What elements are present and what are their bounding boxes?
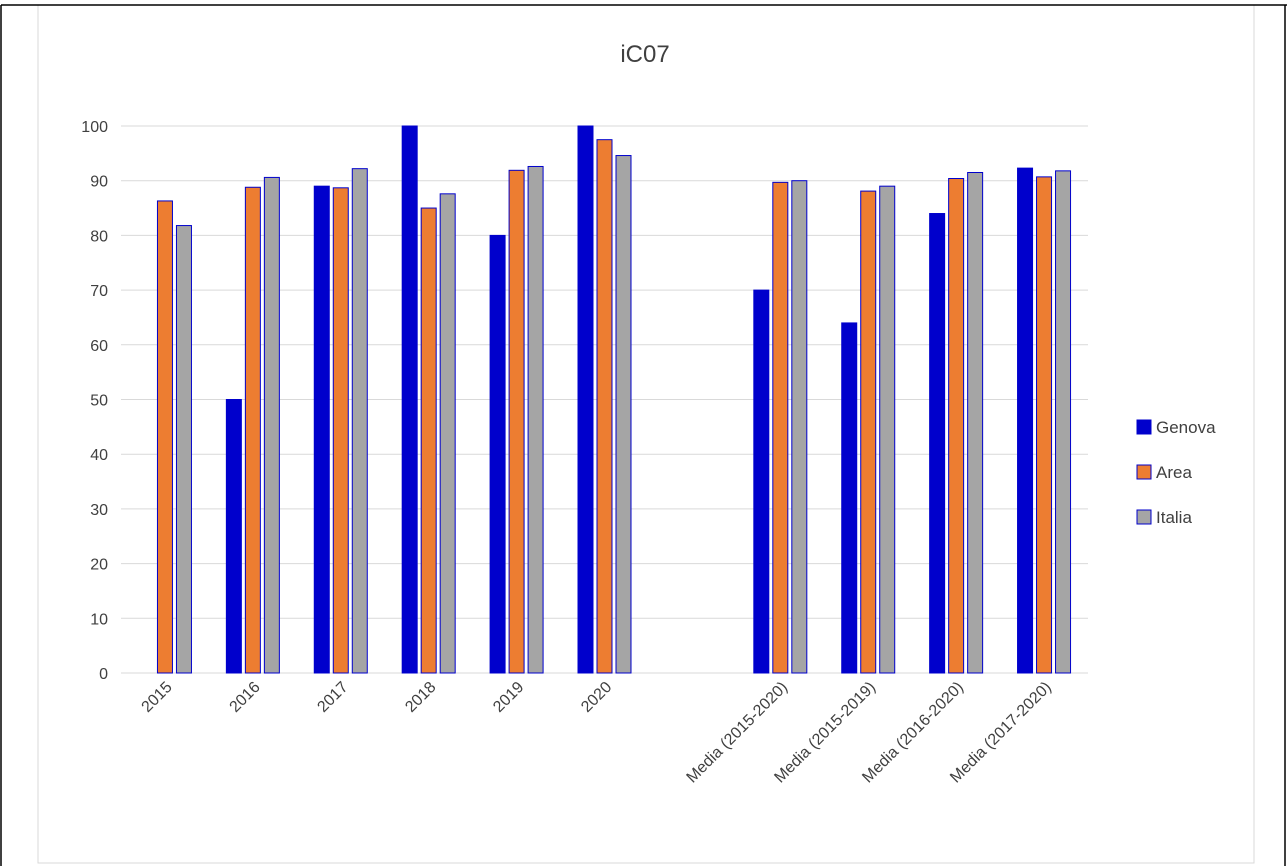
bar-italia <box>351 168 368 674</box>
y-tick-label: 40 <box>90 447 108 464</box>
bar-italia <box>791 180 808 674</box>
chart-title: iC07 <box>620 41 669 68</box>
bar-italia <box>1055 170 1072 674</box>
bar-area <box>244 186 261 674</box>
bar-italia <box>439 193 456 674</box>
y-axis-ticks: 0 10 20 30 40 50 60 70 80 90 100 <box>81 119 108 683</box>
bar-genova <box>489 234 506 674</box>
bar-italia <box>967 171 984 674</box>
y-tick-label: 80 <box>90 228 108 245</box>
bar-genova <box>841 322 858 674</box>
bar-genova <box>753 289 770 674</box>
legend-swatch-italia <box>1136 509 1152 525</box>
y-tick-label: 0 <box>99 666 108 683</box>
bar-italia <box>879 185 896 674</box>
bar-genova <box>225 399 242 674</box>
legend-swatch-genova <box>1136 419 1152 435</box>
bar-italia <box>615 155 632 674</box>
y-tick-label: 10 <box>90 611 108 628</box>
legend-swatch-area <box>1136 464 1152 480</box>
bar-italia <box>263 176 280 674</box>
y-tick-label: 20 <box>90 557 108 574</box>
y-tick-label: 60 <box>90 338 108 355</box>
y-tick-label: 30 <box>90 502 108 519</box>
bar-italia <box>527 165 544 674</box>
bar-area <box>596 139 613 674</box>
legend-label-area: Area <box>1156 463 1192 482</box>
bar-genova <box>313 185 330 674</box>
chart-border <box>37 4 1255 864</box>
legend: Genova Area Italia <box>1136 418 1216 527</box>
bar-area <box>420 207 437 674</box>
bar-area <box>860 190 877 674</box>
bar-genova <box>577 125 594 674</box>
legend-label-italia: Italia <box>1156 508 1192 527</box>
bar-genova <box>929 213 946 674</box>
bar-area <box>508 169 525 674</box>
bar-area <box>156 200 173 674</box>
bar-area <box>1036 176 1053 674</box>
bar-genova <box>401 125 418 674</box>
bars <box>156 125 1072 674</box>
bar-area <box>948 178 965 674</box>
legend-label-genova: Genova <box>1156 418 1216 437</box>
bar-italia <box>175 225 192 674</box>
bar-area <box>332 187 349 674</box>
bar-genova <box>1017 167 1034 674</box>
y-tick-label: 70 <box>90 283 108 300</box>
y-tick-label: 50 <box>90 393 108 410</box>
y-tick-label: 100 <box>81 119 108 136</box>
y-tick-label: 90 <box>90 174 108 191</box>
bar-area <box>772 181 789 674</box>
